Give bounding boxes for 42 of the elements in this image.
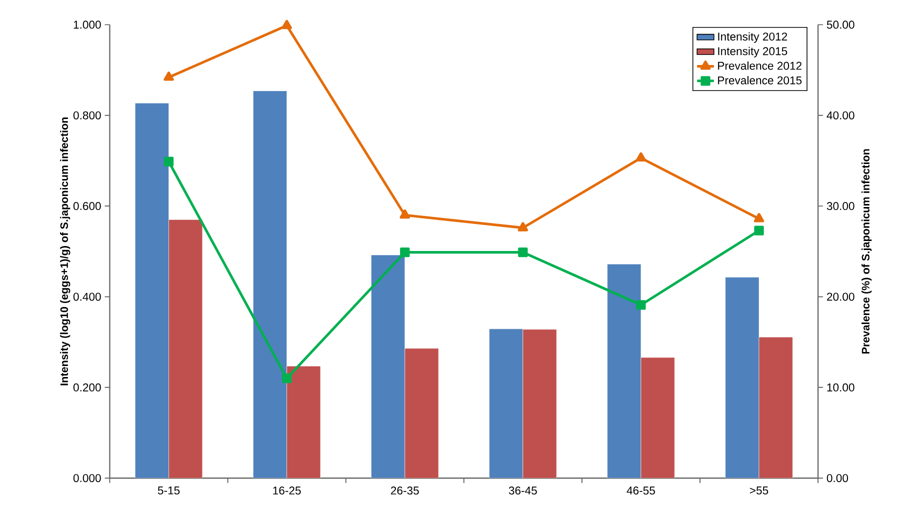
y-tick-label: 0.000 — [73, 474, 101, 482]
y-tick-label: 0.200 — [73, 384, 101, 392]
point — [636, 300, 646, 310]
legend-label: Prevalence 2012 — [718, 62, 802, 70]
point — [164, 72, 174, 81]
legend-label: Intensity 2015 — [718, 47, 788, 58]
y2-tick-label: 20.00 — [827, 292, 854, 301]
point — [518, 248, 528, 258]
x-tick-label: 46-55 — [626, 486, 655, 495]
y2-tick-label: 30.00 — [826, 202, 854, 210]
bar — [253, 90, 287, 478]
bar — [371, 255, 406, 478]
point — [400, 248, 410, 258]
y2-tick-label: 50.00 — [826, 20, 854, 29]
bar — [134, 103, 169, 478]
point — [518, 222, 528, 232]
bar — [489, 328, 524, 478]
point — [282, 20, 292, 30]
x-tick-label: >55 — [750, 486, 768, 495]
y2-tick-label: 10.00 — [827, 384, 854, 392]
x-tick-label: 26-35 — [390, 486, 419, 495]
x-tick-label: 5-15 — [158, 486, 180, 495]
y-tick-label: 1.000 — [74, 20, 101, 29]
point — [754, 213, 764, 222]
bar — [725, 277, 760, 478]
point — [754, 226, 764, 236]
y2-tick-label: 0.00 — [826, 474, 848, 482]
x-tick-label: 36-45 — [508, 486, 537, 495]
x-tick-label: 16-25 — [273, 486, 301, 495]
y2-tick-label: 40.00 — [826, 112, 854, 120]
point — [164, 156, 174, 167]
point — [282, 374, 292, 384]
point — [400, 210, 410, 219]
y-tick-label: 0.600 — [73, 202, 101, 210]
bar — [607, 264, 642, 478]
legend-label: Intensity 2012 — [718, 32, 788, 43]
y2-axis-title: Prevalence (%) of S.japonicum infection — [862, 149, 872, 354]
legend-label: Prevalence 2015 — [718, 76, 802, 85]
y-axis-title: Intensity (log10 (eggs+1)/g) of S.japonicum infection — [60, 118, 70, 386]
y-tick-label: 0.800 — [73, 112, 101, 120]
point — [636, 152, 646, 162]
y-tick-label: 0.400 — [73, 292, 101, 301]
